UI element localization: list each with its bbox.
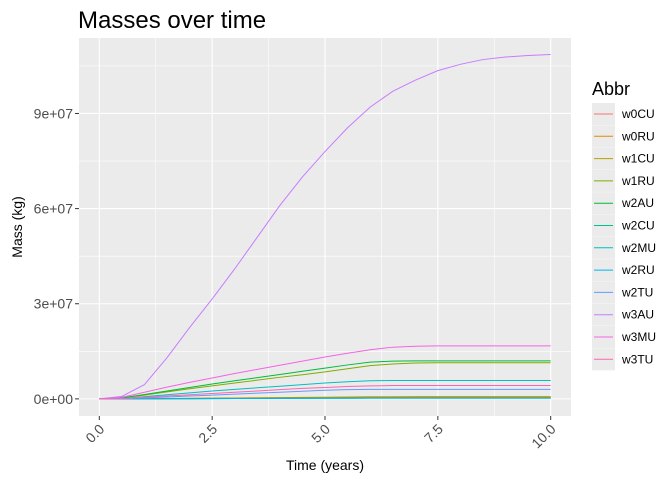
legend-label: w1CU (621, 152, 655, 166)
legend: w0CU w0RU w1CU w1RU w2AU w2CU w2MU w2RU w2TU w3AU… (592, 103, 656, 371)
y-tick-label: 0e+00 (34, 391, 74, 407)
series-line-w2mu (99, 379, 551, 400)
legend-label: w2TU (621, 285, 653, 299)
x-axis-ticks: 0.0 2.5 5.0 7.5 10.0 (82, 416, 559, 451)
grid-lines (79, 38, 571, 416)
series-line-w1ru (99, 362, 551, 400)
legend-label: w1RU (621, 174, 655, 188)
y-tick-label: 6e+07 (34, 201, 74, 217)
x-axis-label: Time (years) (286, 457, 364, 473)
y-axis-label: Mass (kg) (9, 196, 25, 257)
legend-label: w3AU (621, 308, 654, 322)
x-tick-label: 0.0 (82, 421, 107, 446)
y-axis-ticks: 0e+00 3e+07 6e+07 9e+07 (34, 105, 79, 407)
legend-label: w2AU (621, 196, 654, 210)
legend-label: w3MU (621, 330, 656, 344)
legend-label: w2MU (621, 241, 656, 255)
series-line-w3au (99, 53, 551, 400)
legend-label: w2CU (621, 219, 655, 233)
series-line-w2au (99, 360, 551, 400)
x-tick-label: 10.0 (528, 421, 559, 452)
legend-title: Abbr (592, 79, 630, 99)
series-line-w2tu (99, 388, 551, 400)
legend-label: w0CU (621, 107, 655, 121)
y-tick-label: 9e+07 (34, 105, 74, 121)
y-tick-label: 3e+07 (34, 296, 74, 312)
x-tick-label: 7.5 (421, 421, 446, 446)
legend-label: w2RU (621, 263, 655, 277)
x-tick-label: 5.0 (308, 421, 333, 446)
x-tick-label: 2.5 (195, 421, 220, 446)
series-lines (99, 53, 551, 400)
legend-label: w0RU (621, 129, 655, 143)
series-line-w3tu (99, 385, 551, 400)
chart-title: Masses over time (78, 7, 266, 34)
legend-label: w3TU (621, 352, 653, 366)
series-line-w2ru (99, 397, 551, 400)
series-line-w3mu (99, 345, 551, 400)
